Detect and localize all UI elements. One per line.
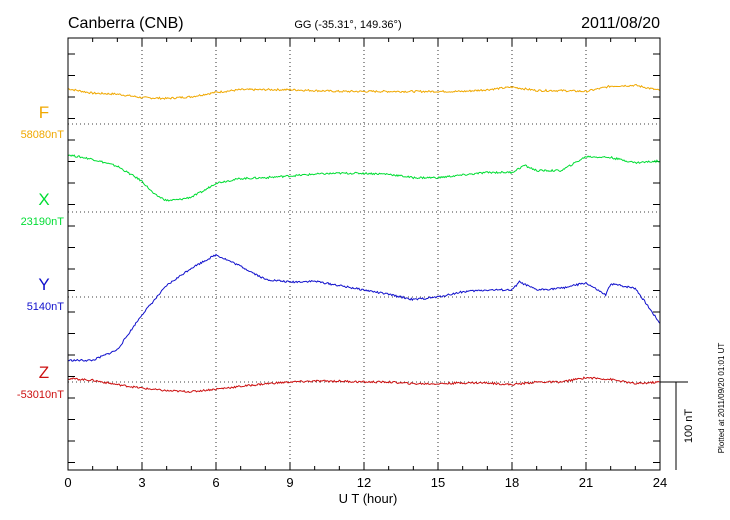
series-line-f <box>67 84 661 100</box>
x-tick-label-0: 0 <box>64 475 71 490</box>
series-name-f: F <box>39 103 49 122</box>
x-tick-label-3: 3 <box>138 475 145 490</box>
x-tick-label-6: 6 <box>212 475 219 490</box>
series-name-z: Z <box>39 363 49 382</box>
baseline-value-z: -53010nT <box>17 389 64 401</box>
series-line-y <box>67 253 661 362</box>
chart-title-station: Canberra (CNB) <box>68 15 184 32</box>
scale-bar: 100 nT <box>660 381 695 470</box>
baseline-value-y: 5140nT <box>27 301 65 313</box>
x-tick-label-9: 9 <box>286 475 293 490</box>
chart-date: 2011/08/20 <box>581 15 660 32</box>
series-name-x: X <box>38 190 49 209</box>
x-tick-label-18: 18 <box>505 475 519 490</box>
x-axis: 0 3 6 9 12 15 18 21 24 <box>64 38 667 490</box>
series-labels: F 58080nT X 23190nT Y 5140nT Z -53010nT <box>17 103 64 401</box>
plotted-note: Plotted at 2011/09/20 01:01 UT <box>717 343 726 454</box>
series-line-z <box>67 376 661 394</box>
x-axis-label: U T (hour) <box>339 491 398 506</box>
series-group <box>67 84 661 394</box>
x-tick-label-21: 21 <box>579 475 593 490</box>
x-tick-label-12: 12 <box>357 475 371 490</box>
baseline-value-f: 58080nT <box>21 129 65 141</box>
x-tick-label-24: 24 <box>653 475 667 490</box>
baseline-value-x: 23190nT <box>21 216 65 228</box>
grid <box>68 38 660 470</box>
chart-coords: GG (-35.31°, 149.36°) <box>294 19 401 31</box>
series-name-y: Y <box>38 275 49 294</box>
series-line-x <box>67 154 661 202</box>
x-tick-label-15: 15 <box>431 475 445 490</box>
scale-bar-label: 100 nT <box>683 409 695 444</box>
